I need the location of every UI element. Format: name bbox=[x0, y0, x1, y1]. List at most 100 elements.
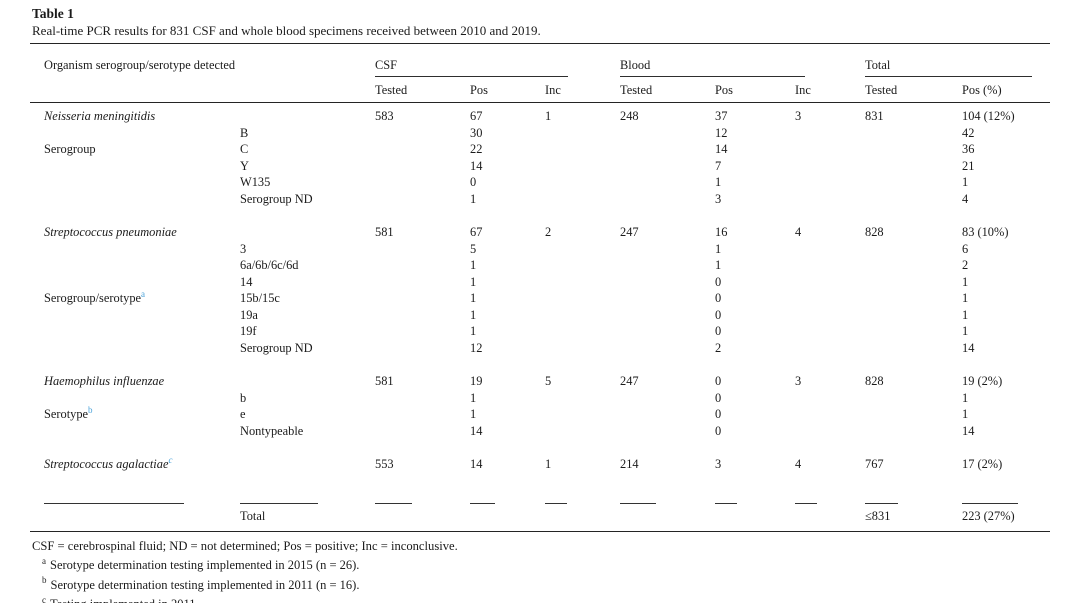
value-cell bbox=[545, 158, 620, 175]
value-cell bbox=[375, 191, 470, 208]
rule-cell bbox=[620, 500, 715, 517]
spacer-row bbox=[30, 439, 1050, 456]
table-row: Serotypeb e 1 0 1 bbox=[30, 404, 1050, 423]
value-cell: 1 bbox=[962, 324, 969, 338]
value-cell bbox=[545, 174, 620, 191]
value-cell: 0 bbox=[715, 324, 722, 338]
value-cell: 0 bbox=[470, 175, 477, 189]
value-cell bbox=[795, 390, 865, 407]
value-cell bbox=[795, 174, 865, 191]
value-cell bbox=[545, 125, 620, 142]
organism-cell bbox=[44, 125, 240, 142]
paper-page: Table 1 Real-time PCR results for 831 CS… bbox=[30, 6, 1050, 603]
footnote-link-a[interactable]: a bbox=[141, 288, 146, 299]
value-cell: 2 bbox=[545, 225, 552, 239]
value-cell bbox=[375, 390, 470, 407]
organism-cell bbox=[44, 257, 240, 274]
value-cell bbox=[375, 125, 470, 142]
value-cell bbox=[865, 406, 962, 423]
table-footnotes: CSF = cerebrospinal fluid; ND = not dete… bbox=[32, 537, 1050, 603]
value-cell bbox=[545, 241, 620, 258]
rule-cell bbox=[545, 500, 620, 517]
value-cell bbox=[865, 141, 962, 158]
footnote-c: c Testing implemented in 2011. bbox=[32, 595, 1050, 603]
serotype-cell bbox=[240, 456, 375, 473]
value-cell: 4 bbox=[795, 225, 802, 239]
value-cell bbox=[865, 390, 962, 407]
value-cell bbox=[545, 508, 620, 525]
rule-cell bbox=[470, 500, 545, 517]
value-cell bbox=[620, 508, 715, 525]
value-cell: 14 bbox=[962, 340, 975, 355]
value-cell bbox=[545, 323, 620, 340]
footnote-link-b[interactable]: b bbox=[88, 404, 93, 415]
table-row: 19a 1 0 1 bbox=[30, 307, 1050, 324]
value-cell bbox=[375, 141, 470, 158]
value-cell: 1 bbox=[470, 274, 477, 289]
table-header: Organism serogroup/serotype detected CSF… bbox=[30, 44, 1050, 103]
footnote-c-text: Testing implemented in 2011. bbox=[50, 597, 199, 603]
value-cell bbox=[545, 307, 620, 324]
table-row: Serogroup ND 1 3 4 bbox=[30, 191, 1050, 208]
table-caption: Real-time PCR results for 831 CSF and wh… bbox=[32, 23, 541, 38]
value-cell: 12 bbox=[470, 340, 483, 355]
value-cell: 3 bbox=[795, 109, 802, 123]
serotype-cell bbox=[240, 108, 375, 125]
value-cell bbox=[545, 274, 620, 291]
value-cell bbox=[795, 241, 865, 258]
value-cell: 1 bbox=[470, 390, 477, 405]
value-cell: 1 bbox=[545, 109, 552, 123]
rule-cell bbox=[795, 500, 865, 517]
value-cell bbox=[545, 191, 620, 208]
value-cell bbox=[620, 340, 715, 357]
value-cell: 3 bbox=[795, 374, 802, 388]
value-cell bbox=[620, 257, 715, 274]
table-row: 6a/6b/6c/6d 1 1 2 bbox=[30, 257, 1050, 274]
serotype-cell bbox=[240, 373, 375, 390]
value-cell: 581 bbox=[375, 225, 394, 239]
value-cell bbox=[865, 174, 962, 191]
table-row: Y 14 7 21 bbox=[30, 158, 1050, 175]
value-cell bbox=[865, 307, 962, 324]
value-cell: 2 bbox=[962, 258, 969, 272]
serotype-cell: W135 bbox=[240, 175, 271, 189]
column-header-csf-tested: Tested bbox=[375, 83, 408, 97]
value-cell bbox=[470, 508, 545, 525]
value-cell: 1 bbox=[470, 307, 477, 322]
rule-cell bbox=[715, 500, 795, 517]
table-row: 14 1 0 1 bbox=[30, 274, 1050, 291]
serotype-cell: 19a bbox=[240, 307, 258, 322]
value-cell bbox=[375, 323, 470, 340]
value-cell: 1 bbox=[962, 407, 969, 421]
organism-cell: Serogroup/serotypea bbox=[44, 288, 146, 305]
organism-cell: Serogroup bbox=[44, 142, 96, 156]
value-cell: 1 bbox=[470, 191, 477, 206]
column-header-total-pos: Pos (%) bbox=[962, 83, 1002, 97]
column-group-total: Total bbox=[865, 58, 1032, 77]
value-cell: 14 bbox=[962, 423, 975, 438]
partial-rule bbox=[470, 502, 495, 504]
value-cell bbox=[795, 125, 865, 142]
footnote-b: b Serotype determination testing implemen… bbox=[32, 576, 1050, 596]
value-cell bbox=[375, 423, 470, 440]
column-header-total-tested: Tested bbox=[865, 83, 898, 97]
value-cell: 1 bbox=[470, 324, 477, 338]
organism-cell bbox=[44, 174, 240, 191]
value-cell: 6 bbox=[962, 241, 969, 256]
value-cell bbox=[795, 307, 865, 324]
value-cell: 14 bbox=[715, 142, 728, 156]
value-cell bbox=[375, 241, 470, 258]
spacer-row bbox=[30, 473, 1050, 500]
value-cell bbox=[620, 323, 715, 340]
footnote-link-c[interactable]: c bbox=[168, 454, 173, 465]
value-cell: 37 bbox=[715, 109, 728, 123]
value-cell: 1 bbox=[470, 291, 477, 305]
table-row: Streptococcus pneumoniae 581 67 2 247 16 4 828 8… bbox=[30, 224, 1050, 241]
table-row: Nontypeable 14 0 14 bbox=[30, 423, 1050, 440]
partial-rule bbox=[795, 502, 817, 504]
rule-cell bbox=[240, 500, 375, 517]
table-row: Neisseria meningitidis 583 67 1 248 37 3 831 104… bbox=[30, 108, 1050, 125]
column-header-organism: Organism serogroup/serotype detected bbox=[44, 58, 236, 72]
value-cell: 14 bbox=[470, 457, 483, 471]
serotype-cell: Serogroup ND bbox=[240, 340, 313, 355]
